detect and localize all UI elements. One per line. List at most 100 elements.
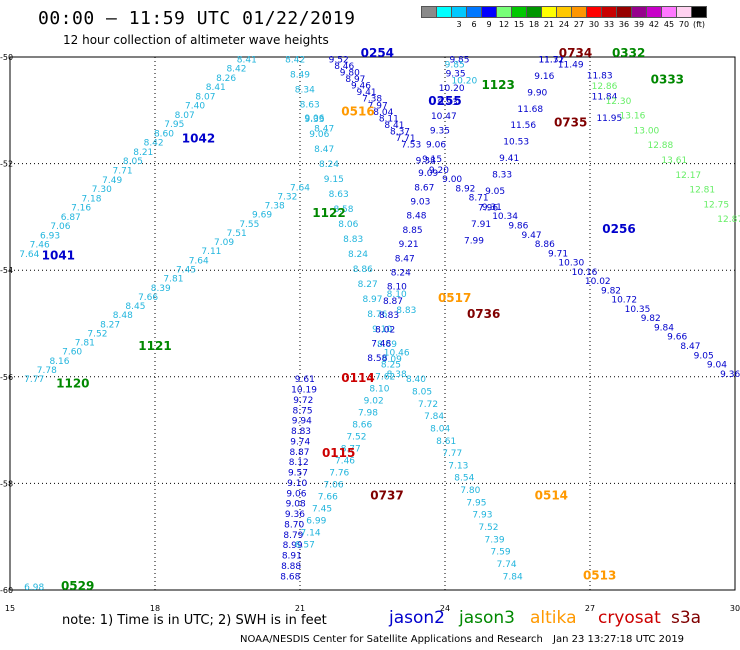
swh-value: 7.95 [466, 498, 486, 508]
pass-time-label: 0513 [583, 568, 616, 582]
colorbar-label: 9 [486, 20, 492, 29]
swh-value: 7.18 [81, 194, 101, 204]
swh-value: 7.62 [375, 372, 395, 382]
swh-value: 8.05 [123, 157, 143, 167]
colorbar-label: 3 [456, 20, 462, 29]
swh-value: 6.93 [40, 231, 60, 241]
swh-value: 9.57 [288, 469, 308, 479]
colorbar-label: 45 [663, 20, 675, 29]
swh-value: 10.16 [572, 268, 598, 278]
swh-value: 6.98 [24, 583, 44, 593]
swh-value: 8.37 [390, 127, 410, 137]
swh-value: 9.80 [340, 68, 360, 78]
lat-tick-label: -58 [0, 479, 13, 488]
colorbar-label: 33 [603, 20, 615, 29]
swh-value: 8.58 [367, 354, 387, 364]
swh-value: 7.64 [19, 250, 39, 260]
swh-value: 8.07 [195, 92, 215, 102]
credit-line: NOAA/NESDIS Center for Satellite Applica… [240, 634, 543, 645]
swh-value: 11.95 [596, 114, 622, 124]
swh-value: 7.46 [335, 456, 355, 466]
swh-value: 7.84 [503, 572, 523, 582]
colorbar-label: 27 [573, 20, 585, 29]
swh-value: 8.85 [403, 226, 423, 236]
colorbar-label: 39 [633, 20, 645, 29]
swh-value: 8.97 [362, 295, 382, 305]
swh-value: 7.11 [201, 247, 221, 257]
swh-value: 7.06 [324, 480, 344, 490]
swh-value: 8.86 [353, 265, 373, 275]
swh-value: 11.56 [510, 121, 536, 131]
pass-time-label: 1123 [481, 78, 514, 92]
swh-value: 7.99 [464, 237, 484, 247]
swh-value: 7.78 [37, 366, 57, 376]
swh-value: 8.67 [414, 183, 434, 193]
pass-time-label: 0256 [602, 222, 635, 236]
swh-value: 8.21 [133, 148, 153, 158]
swh-value: 7.60 [62, 348, 82, 358]
swh-value: 8.46 [334, 62, 354, 72]
swh-value: 7.59 [491, 548, 511, 558]
swh-value: 10.19 [291, 386, 317, 396]
pass-time-label: 1120 [56, 376, 89, 390]
lon-tick-label: 27 [585, 604, 595, 613]
swh-value: 12.86 [592, 82, 618, 92]
swh-value: 8.86 [535, 240, 555, 250]
swh-value: 9.61 [295, 375, 315, 385]
swh-value: 9.09 [418, 169, 438, 179]
swh-value: 7.71 [113, 166, 133, 176]
swh-value: 9.36 [285, 510, 305, 520]
lon-tick-label: 21 [295, 604, 305, 613]
swh-value: 8.34 [295, 85, 315, 95]
swh-value: 7.16 [71, 204, 91, 214]
swh-value: 8.04 [373, 108, 393, 118]
swh-value: 9.00 [442, 175, 462, 185]
swh-value: 8.41 [384, 121, 404, 131]
colorbar-label: 70 [678, 20, 690, 29]
swh-value: 8.92 [455, 184, 475, 194]
pass-time-label: 0517 [438, 291, 471, 305]
pass-time-label: 0332 [612, 46, 645, 60]
swh-value: 9.69 [252, 211, 272, 221]
swh-value: 8.41 [237, 55, 257, 65]
swh-value: 9.35 [430, 126, 450, 136]
swh-value: 7.77 [442, 449, 462, 459]
swh-value: 9.85 [445, 61, 465, 71]
colorbar-label: 12 [498, 20, 510, 29]
swh-value: 8.83 [396, 306, 416, 316]
swh-value: 7.53 [401, 141, 421, 151]
swh-value: 9.90 [527, 88, 547, 98]
swh-value: 11.83 [587, 71, 613, 81]
colorbar-label: 24 [558, 20, 570, 29]
swh-value: 9.20 [429, 166, 449, 176]
swh-value: 8.10 [387, 290, 407, 300]
swh-value: 9.41 [499, 154, 519, 164]
swh-value: 8.27 [100, 320, 120, 330]
swh-value: 7.46 [30, 241, 50, 251]
swh-value: 8.54 [454, 474, 474, 484]
swh-value: 7.77 [24, 375, 44, 385]
swh-value: 9.38 [416, 157, 436, 167]
swh-value: 8.68 [280, 572, 300, 582]
swh-value: 9.74 [290, 437, 310, 447]
swh-value: 11.32 [538, 55, 564, 65]
swh-value: 8.75 [293, 406, 313, 416]
pass-time-label: 0254 [361, 46, 394, 60]
lon-tick-label: 15 [5, 604, 15, 613]
lat-tick-label: -56 [0, 373, 13, 382]
swh-value: 8.70 [284, 520, 304, 530]
swh-value: 7.81 [163, 275, 183, 285]
map-title: 00:00 – 11:59 UTC 01/22/2019 [38, 8, 356, 29]
swh-value: 7.55 [239, 220, 259, 230]
pass-time-label: 1042 [182, 131, 215, 145]
swh-value: 9.35 [446, 70, 466, 80]
swh-value: 9.36 [720, 370, 740, 380]
swh-value: 10.47 [431, 112, 457, 122]
swh-value: 13.61 [661, 156, 687, 166]
swh-value: 9.10 [372, 325, 392, 335]
swh-value: 7.48 [371, 340, 391, 350]
swh-value: 8.87 [289, 448, 309, 458]
swh-value: 7.93 [472, 511, 492, 521]
swh-value: 8.25 [381, 360, 401, 370]
swh-value: 8.76 [367, 310, 387, 320]
